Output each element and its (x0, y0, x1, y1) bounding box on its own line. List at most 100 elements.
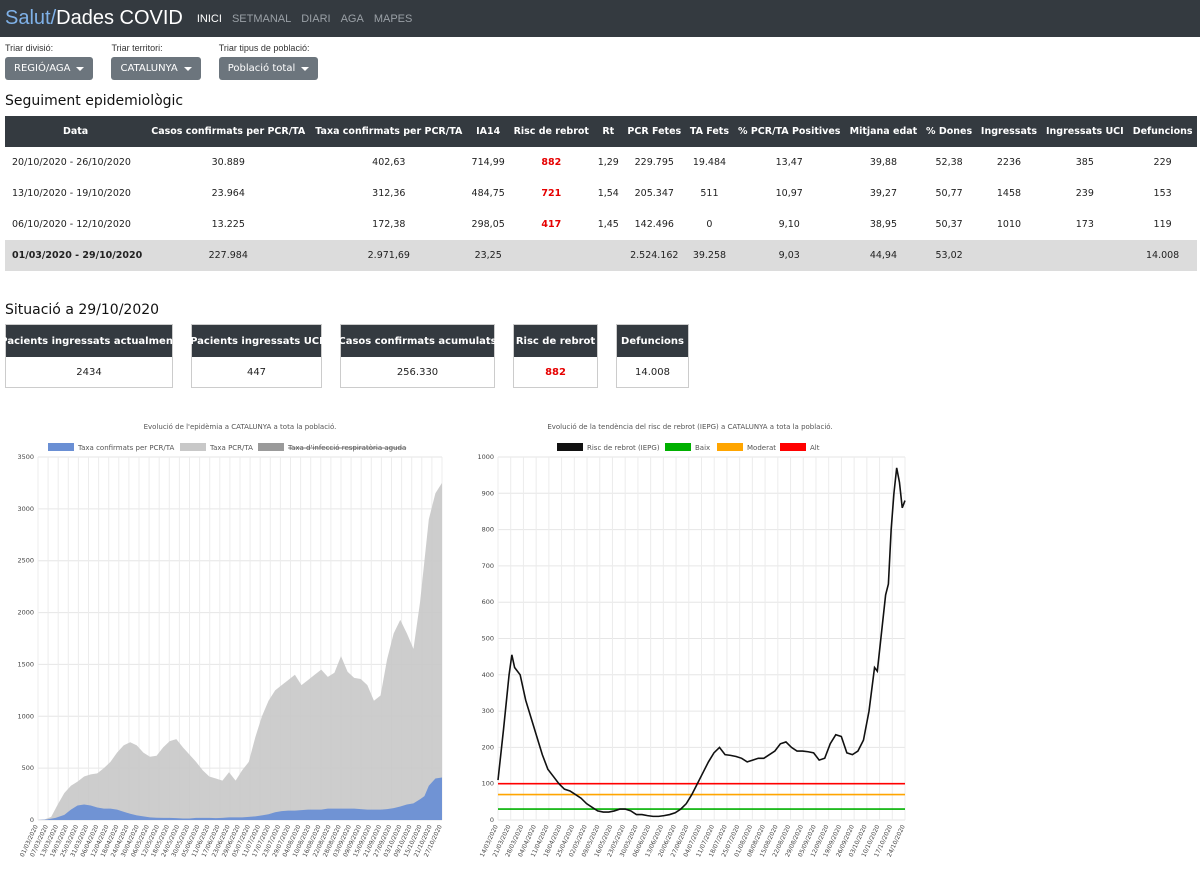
line-series-risc-de-rebrot (497, 467, 906, 818)
cell-rt (593, 240, 624, 271)
population-dropdown[interactable]: Població total (218, 57, 319, 80)
cell-rt: 1,45 (597, 219, 619, 230)
column-header[interactable]: Data (5, 116, 147, 147)
filter-division: Triar divisió: REGIÓ/AGA (5, 43, 94, 80)
table-total-row: 01/03/2020 - 29/10/2020 227.984 2.971,69… (5, 240, 1197, 271)
y-tick-label: 900 (482, 489, 494, 497)
x-axis: 01/03/202007/03/202013/03/202019/03/2020… (19, 824, 444, 858)
cell-confirmed-rate: 402,63 (372, 157, 406, 168)
column-header[interactable]: % Dones (921, 116, 977, 147)
cell-women-pct: 50,37 (935, 219, 963, 230)
card-regrowth-risk: Risc de rebrot 882 (513, 324, 598, 388)
cell-date: 06/10/2020 - 12/10/2020 (12, 219, 131, 230)
column-header[interactable]: Mitjana edat (845, 116, 922, 147)
legend-label[interactable]: Alt (810, 444, 820, 452)
column-header[interactable]: TA Fets (685, 116, 734, 147)
column-header[interactable]: Risc de rebrot (509, 116, 594, 147)
cell-hospitalized (976, 240, 1042, 271)
cell-confirmed-cases: 13.225 (211, 219, 245, 230)
chart-lines (497, 467, 906, 818)
cell-deaths: 14.008 (1128, 240, 1197, 271)
y-tick-label: 200 (482, 743, 494, 751)
cell-pcr-done: 205.347 (634, 188, 674, 199)
cell-women-pct: 50,77 (935, 188, 963, 199)
legend-label[interactable]: Moderat (747, 444, 776, 452)
column-header[interactable]: IA14 (467, 116, 510, 147)
nav-item-inici[interactable]: INICI (196, 12, 222, 25)
column-header[interactable]: Casos confirmats per PCR/TA (146, 116, 311, 147)
y-axis: 0 500 1000 1500 2000 2500 3000 3500 (17, 453, 34, 824)
cell-deaths: 119 (1153, 219, 1172, 230)
cell-positive-pct: 10,97 (775, 188, 803, 199)
filter-division-label: Triar divisió: (5, 43, 54, 53)
cell-icu (1041, 240, 1129, 271)
y-tick-label: 0 (490, 816, 494, 824)
cell-ta-done: 0 (706, 219, 713, 230)
filters-bar: Triar divisió: REGIÓ/AGA Triar territori… (5, 43, 336, 80)
y-tick-label: 2500 (17, 557, 34, 565)
y-tick-label: 2000 (17, 609, 34, 617)
card-value: 447 (246, 366, 267, 378)
chart-grid (497, 456, 906, 821)
brand-part1: Salut/ (5, 7, 57, 29)
cell-hospitalized: 2236 (996, 157, 1022, 168)
nav-item-aga[interactable]: AGA (340, 12, 364, 25)
column-header[interactable]: Rt (593, 116, 624, 147)
cell-confirmed-rate: 312,36 (372, 188, 406, 199)
legend-label[interactable]: Baix (695, 444, 710, 452)
nav-item-setmanal[interactable]: SETMANAL (231, 12, 292, 25)
y-tick-label: 500 (482, 635, 494, 643)
cell-deaths: 229 (1153, 157, 1172, 168)
nav-menu: INICI SETMANAL DIARI AGA MAPES (197, 13, 422, 25)
y-axis: 0 100 200 300 400 500 600 700 800 900 1000 (477, 453, 494, 824)
cell-rt: 1,29 (597, 157, 619, 168)
division-dropdown[interactable]: REGIÓ/AGA (5, 57, 94, 80)
y-tick-label: 400 (482, 671, 494, 679)
cell-regrowth-risk: 721 (541, 188, 562, 199)
brand-part2: Dades COVID (56, 7, 183, 29)
filter-territory-label: Triar territori: (111, 43, 163, 53)
filter-population-label: Triar tipus de població: (218, 43, 310, 53)
y-tick-label: 100 (482, 780, 494, 788)
column-header[interactable]: Defuncions (1128, 116, 1197, 147)
card-icu: Pacients ingressats UCI 447 (190, 324, 323, 388)
cell-deaths: 153 (1153, 188, 1172, 199)
population-dropdown-value: Població total (227, 63, 296, 74)
legend-label[interactable]: Taxa PCR/TA (209, 444, 253, 452)
cell-mean-age: 38,95 (869, 219, 898, 230)
cell-confirmed-rate: 172,38 (372, 219, 406, 230)
x-axis: 14/03/202021/03/202028/03/202004/04/2020… (479, 824, 907, 858)
chart-title: Evolució de la tendència del risc de reb… (547, 423, 832, 431)
brand-logo[interactable]: Salut/Dades COVID (5, 7, 183, 30)
y-tick-label: 3500 (17, 453, 34, 461)
cell-ia14: 484,75 (471, 188, 505, 199)
area-series-taxa-confirmats (38, 777, 442, 820)
y-tick-label: 800 (482, 526, 494, 534)
section-title-epidemiological: Seguiment epidemiològic (5, 93, 184, 109)
column-header[interactable]: Ingressats UCI (1041, 116, 1129, 147)
card-value: 2434 (76, 366, 102, 378)
cell-hospitalized: 1010 (996, 219, 1022, 230)
filter-population: Triar tipus de població: Població total (218, 43, 319, 80)
y-tick-label: 3000 (17, 505, 34, 513)
territory-dropdown[interactable]: CATALUNYA (111, 57, 201, 80)
column-header[interactable]: % PCR/TA Positives (733, 116, 846, 147)
legend-swatch (48, 443, 74, 451)
cell-confirmed-cases: 30.889 (211, 157, 245, 168)
column-header[interactable]: Ingressats (976, 116, 1042, 147)
column-header[interactable]: Taxa confirmats per PCR/TA (310, 116, 468, 147)
nav-item-mapes[interactable]: MAPES (373, 12, 413, 25)
chart-areas (38, 482, 442, 820)
nav-item-diari[interactable]: DIARI (301, 12, 331, 25)
legend-label[interactable]: Taxa d'infecció respiratòria aguda (287, 444, 406, 452)
cell-date: 20/10/2020 - 26/10/2020 (12, 157, 131, 168)
caret-down-icon (76, 66, 85, 71)
cell-mean-age: 44,94 (845, 240, 922, 271)
card-value: 256.330 (396, 366, 439, 378)
legend-label[interactable]: Taxa confirmats per PCR/TA (77, 444, 174, 452)
cell-regrowth-risk: 417 (541, 219, 562, 230)
cell-confirmed-rate: 2.971,69 (310, 240, 468, 271)
column-header[interactable]: PCR Fetes (623, 116, 686, 147)
legend-label[interactable]: Risc de rebrot (IEPG) (587, 444, 660, 452)
card-deaths: Defuncions 14.008 (616, 324, 689, 388)
